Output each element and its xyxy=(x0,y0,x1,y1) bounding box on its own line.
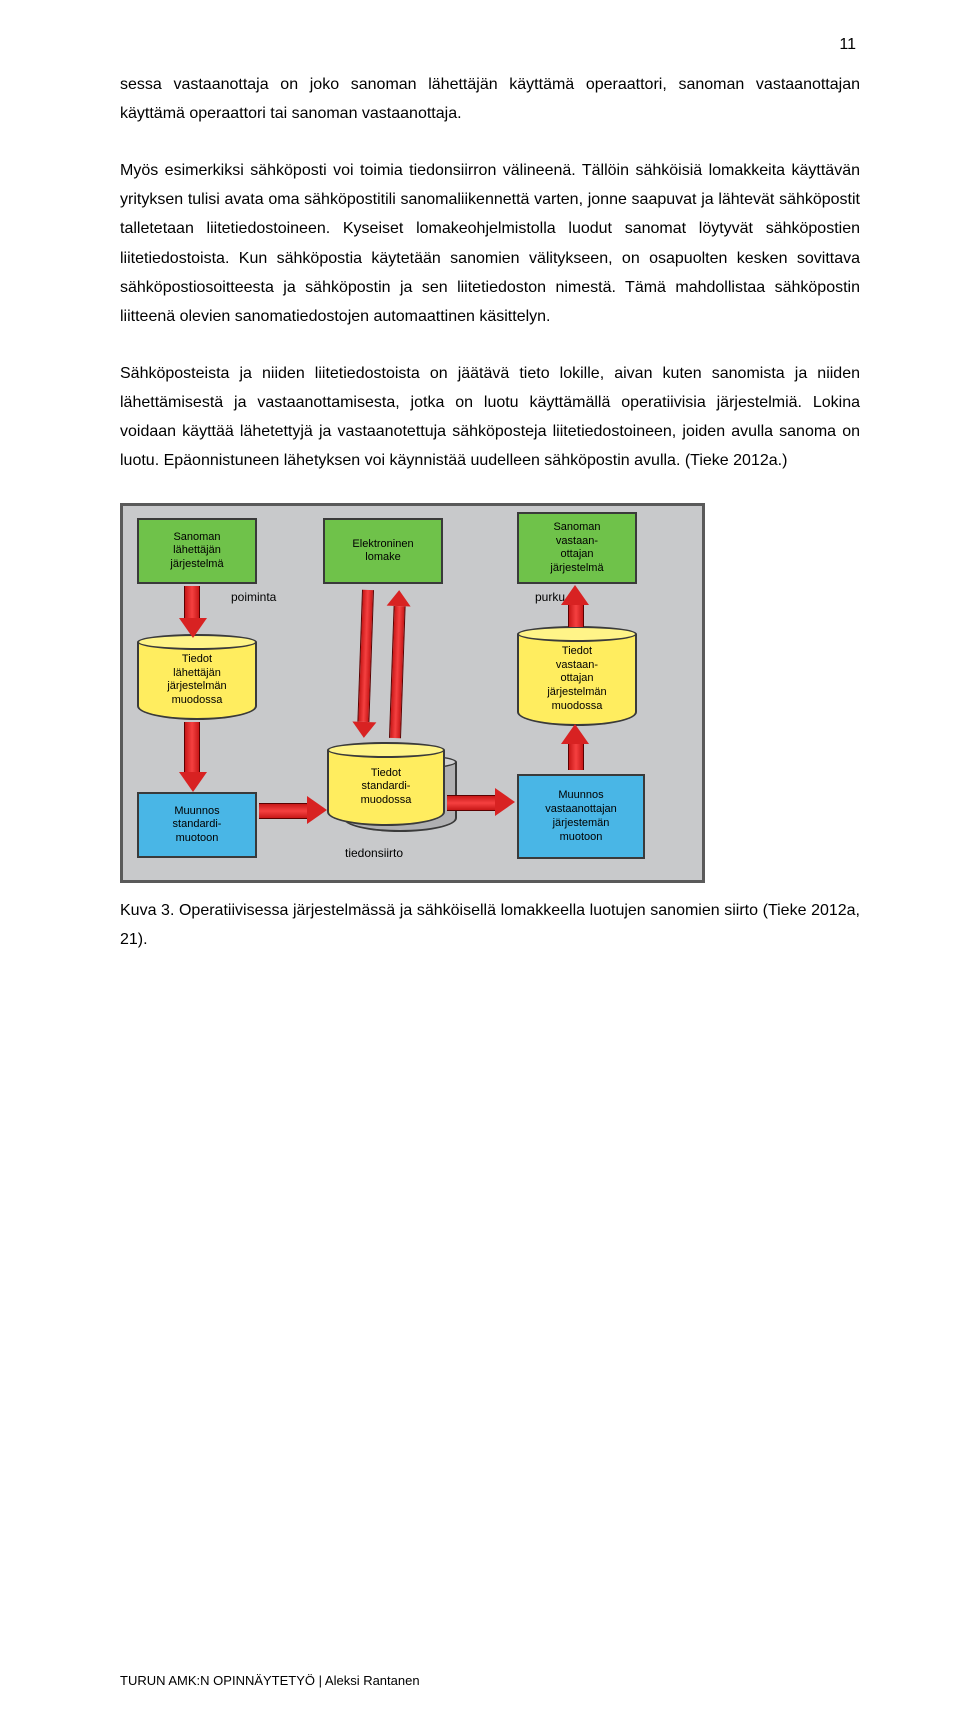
paragraph-2: Myös esimerkiksi sähköposti voi toimia t… xyxy=(120,156,860,331)
paragraph-3: Sähköposteista ja niiden liitetiedostois… xyxy=(120,359,860,475)
box-convert-to-standard: Muunnosstandardi-muotoon xyxy=(137,792,257,858)
page-number: 11 xyxy=(839,36,856,54)
cyl-receiver-data: Tiedotvastaan-ottajanjärjestelmänmuodoss… xyxy=(517,626,637,726)
label-poiminta: poiminta xyxy=(231,590,276,604)
box-sender-system: Sanomanlähettäjänjärjestelmä xyxy=(137,518,257,584)
cyl-sender-data: Tiedotlähettäjänjärjestelmänmuodossa xyxy=(137,634,257,720)
cyl-standard-front: Tiedotstandardi-muodossa xyxy=(327,742,445,826)
paragraph-1: sessa vastaanottaja on joko sanoman lähe… xyxy=(120,70,860,128)
box-electronic-form: Elektroninenlomake xyxy=(323,518,443,584)
box-receiver-system: Sanomanvastaan-ottajanjärjestelmä xyxy=(517,512,637,584)
figure-diagram: Sanomanlähettäjänjärjestelmä Elektronine… xyxy=(120,503,705,883)
label-tiedonsiirto: tiedonsiirto xyxy=(345,846,403,860)
footer: TURUN AMK:N OPINNÄYTETYÖ | Aleksi Rantan… xyxy=(120,1673,420,1688)
figure-caption: Kuva 3. Operatiivisessa järjestelmässä j… xyxy=(120,897,860,955)
box-convert-from-standard: Muunnosvastaanottajanjärjestemänmuotoon xyxy=(517,774,645,859)
